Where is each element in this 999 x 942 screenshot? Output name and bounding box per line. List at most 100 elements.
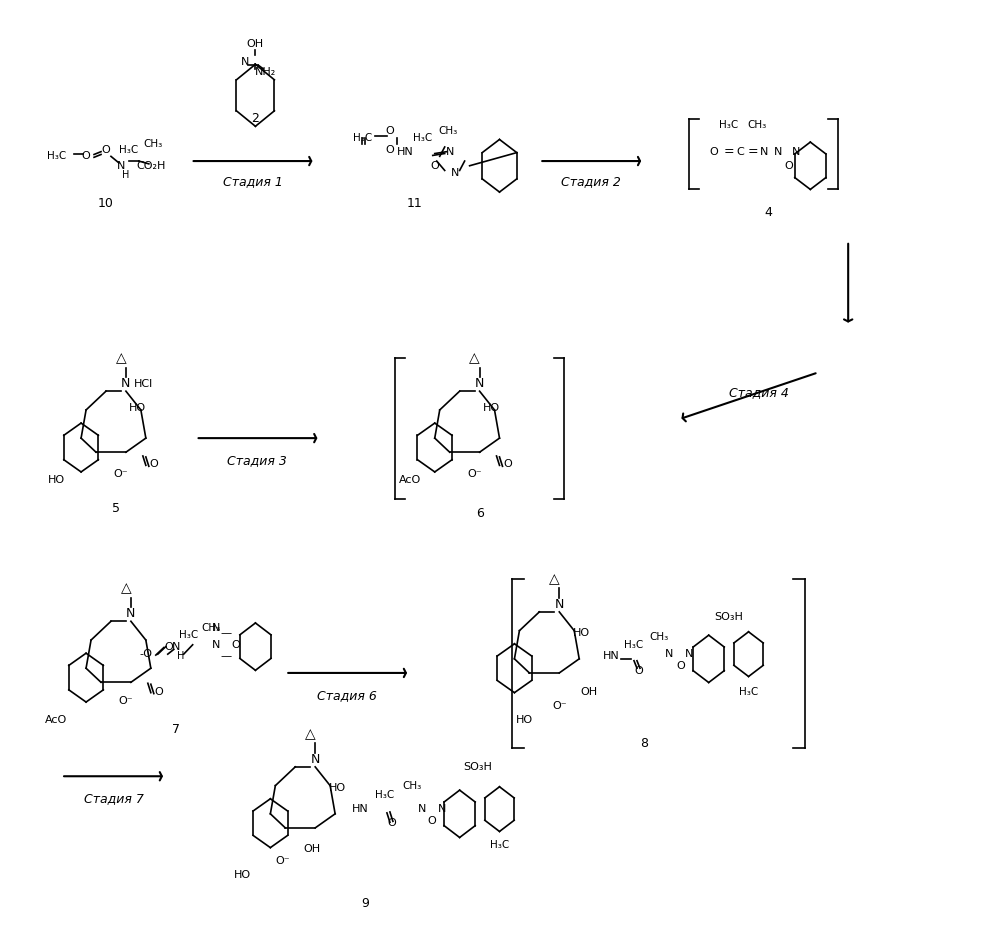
Text: N: N <box>760 147 768 156</box>
Text: △: △ <box>305 727 316 741</box>
Text: O: O <box>431 161 440 171</box>
Text: N: N <box>117 161 125 171</box>
Text: H: H <box>177 651 185 661</box>
Text: 7: 7 <box>172 723 180 736</box>
Text: Стадия 4: Стадия 4 <box>728 386 788 399</box>
Text: 5: 5 <box>112 502 120 515</box>
Text: 11: 11 <box>407 197 423 210</box>
Text: H: H <box>122 171 130 180</box>
Text: O: O <box>386 145 395 154</box>
Text: HO: HO <box>234 869 251 880</box>
Text: HN: HN <box>352 804 369 814</box>
Text: N: N <box>664 649 673 659</box>
Text: O: O <box>102 145 110 154</box>
Text: N: N <box>446 147 454 156</box>
Text: Стадия 3: Стадия 3 <box>228 454 288 467</box>
Text: N: N <box>475 377 485 390</box>
Text: H₃C: H₃C <box>414 133 433 142</box>
Text: CH₃: CH₃ <box>201 623 220 633</box>
Text: —: — <box>220 628 231 639</box>
Text: HCl: HCl <box>134 379 154 389</box>
Text: H₃C: H₃C <box>719 121 738 130</box>
Text: 8: 8 <box>640 737 648 750</box>
Text: 4: 4 <box>764 206 772 219</box>
Text: N: N <box>451 169 459 178</box>
Text: N: N <box>212 640 220 650</box>
Text: OH: OH <box>580 687 597 697</box>
Text: CO₂H: CO₂H <box>136 161 166 171</box>
Text: O: O <box>388 819 397 828</box>
Text: OH: OH <box>304 844 321 853</box>
Text: N: N <box>172 642 180 652</box>
Text: O: O <box>709 147 718 156</box>
Text: H₃C: H₃C <box>119 145 139 154</box>
Text: HO: HO <box>572 628 589 639</box>
Text: O⁻: O⁻ <box>119 696 133 706</box>
Text: H₃C: H₃C <box>179 630 199 641</box>
Text: C: C <box>736 147 744 156</box>
Text: O: O <box>634 666 643 676</box>
Text: HO: HO <box>515 715 533 725</box>
Text: N: N <box>418 804 426 814</box>
Text: HO: HO <box>483 403 500 414</box>
Text: O⁻: O⁻ <box>114 469 128 479</box>
Text: O: O <box>150 460 158 469</box>
Text: Стадия 6: Стадия 6 <box>317 689 377 702</box>
Text: O: O <box>784 161 793 171</box>
Text: CH₃: CH₃ <box>439 126 458 136</box>
Text: Стадия 1: Стадия 1 <box>224 175 284 188</box>
Text: CH₃: CH₃ <box>403 781 422 790</box>
Text: O: O <box>82 152 91 161</box>
Text: SO₃H: SO₃H <box>714 611 743 622</box>
Text: 10: 10 <box>98 197 114 210</box>
Text: =: = <box>723 145 734 158</box>
Text: 2: 2 <box>252 112 260 125</box>
Text: N: N <box>212 623 220 633</box>
Text: HN: HN <box>397 147 414 156</box>
Text: O⁻: O⁻ <box>552 701 566 711</box>
Text: O: O <box>231 640 240 650</box>
Text: H₃C: H₃C <box>739 687 758 697</box>
Text: SO₃H: SO₃H <box>464 762 493 771</box>
Text: —: — <box>220 651 231 661</box>
Text: N: N <box>684 649 693 659</box>
Text: Стадия 7: Стадия 7 <box>84 792 144 805</box>
Text: N: N <box>121 377 131 390</box>
Text: O: O <box>676 661 685 672</box>
Text: O: O <box>165 642 173 652</box>
Text: △: △ <box>116 351 126 365</box>
Text: OH: OH <box>247 39 264 49</box>
Text: H₃C: H₃C <box>376 790 395 800</box>
Text: O: O <box>428 817 437 826</box>
Text: O: O <box>155 687 163 697</box>
Text: HO: HO <box>48 476 65 485</box>
Text: O⁻: O⁻ <box>468 469 482 479</box>
Text: AcO: AcO <box>45 715 67 725</box>
Text: NH₂: NH₂ <box>255 67 276 77</box>
Text: HN: HN <box>602 651 619 661</box>
Text: H₃C: H₃C <box>354 133 373 142</box>
Text: AcO: AcO <box>399 476 421 485</box>
Text: △: △ <box>470 351 480 365</box>
Text: O⁻: O⁻ <box>275 855 290 866</box>
Text: O: O <box>503 460 511 469</box>
Text: H₃C: H₃C <box>624 640 643 650</box>
Text: -O: -O <box>139 649 152 659</box>
Text: △: △ <box>121 581 131 595</box>
Text: N: N <box>792 147 800 156</box>
Text: N: N <box>311 753 320 766</box>
Text: CH₃: CH₃ <box>143 139 163 149</box>
Text: N: N <box>774 147 782 156</box>
Text: △: △ <box>549 572 559 586</box>
Text: CH₃: CH₃ <box>747 121 766 130</box>
Text: N: N <box>554 598 564 610</box>
Text: Стадия 2: Стадия 2 <box>561 175 621 188</box>
Text: 9: 9 <box>361 897 369 910</box>
Text: N: N <box>126 608 136 620</box>
Text: HO: HO <box>329 784 346 793</box>
Text: O: O <box>386 126 395 136</box>
Text: 6: 6 <box>476 507 484 520</box>
Text: N: N <box>438 804 446 814</box>
Text: H₃C: H₃C <box>47 152 66 161</box>
Text: =: = <box>747 145 758 158</box>
